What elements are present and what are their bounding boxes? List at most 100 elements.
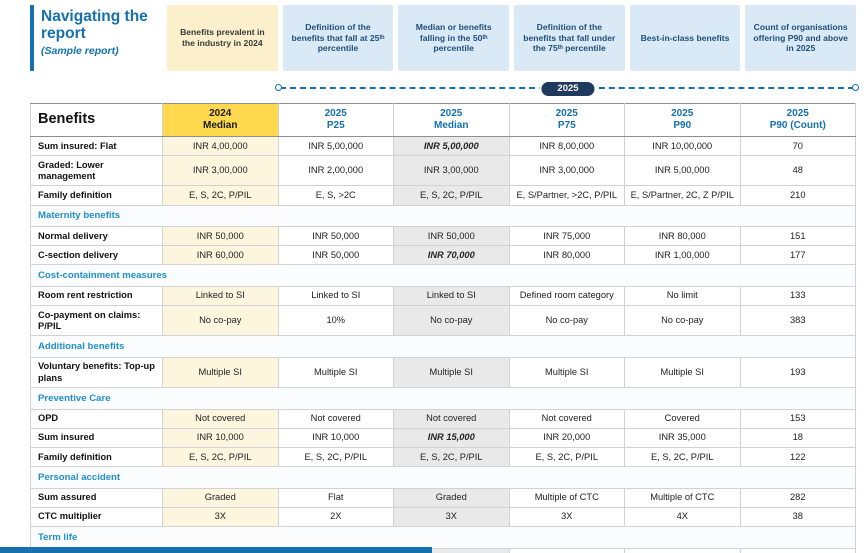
table-row: C-section delivery INR 60,000 INR 50,000 IN… — [30, 245, 856, 266]
table-row: Normal delivery INR 50,000 INR 50,000 INR 5… — [30, 226, 856, 247]
section-label: Maternity benefits — [30, 204, 856, 228]
cell: INR 35,000 — [624, 427, 741, 449]
cell: Flat — [277, 487, 394, 508]
cell: 133 — [739, 285, 856, 307]
cell: 122 — [739, 447, 856, 468]
section-row: Personal accident — [30, 466, 856, 489]
cell: 10% — [277, 305, 394, 337]
cell: Multiple SI — [508, 356, 625, 389]
cell: 2X — [277, 506, 394, 528]
cell: 4X — [624, 506, 741, 528]
row-label: Co-payment on claims: P/PIL — [30, 305, 163, 337]
column-header-2025-p75: 2025 P75 — [508, 103, 625, 137]
section-label: Term life — [30, 526, 856, 549]
cell: INR 10,000 — [277, 427, 394, 449]
cell: INR 50,000 — [162, 226, 279, 247]
benefits-table: Benefits 2024 Median 2025 P25 2025 Media… — [30, 103, 856, 553]
header-box-p75: Definition of the benefits that fall und… — [513, 5, 625, 71]
benefits-table-body: Sum insured: Flat INR 4,00,000 INR 5,00,00… — [30, 135, 856, 553]
header-box-median: Median or benefits falling in the 50ᵗʰ p… — [398, 5, 509, 71]
cell: Multiple SI — [162, 356, 279, 389]
cell: INR 50,000 — [277, 245, 394, 266]
cell: E, S, 2C, P/PIL — [624, 447, 741, 468]
footer-accent-bar — [0, 547, 432, 553]
column-header-2025-median: 2025 Median — [393, 103, 510, 137]
table-header-row: Benefits 2024 Median 2025 P25 2025 Media… — [30, 103, 856, 137]
column-header-2025-p25: 2025 P25 — [277, 103, 394, 137]
cell: INR 5,00,000 — [393, 135, 510, 157]
section-label: Cost-containment measures — [30, 264, 856, 287]
cell: 210 — [739, 185, 856, 206]
cell: Not covered — [508, 408, 625, 429]
cell: INR 50,000 — [277, 226, 394, 247]
cell: Linked to SI — [162, 285, 279, 307]
cell: Linked to SI — [277, 285, 394, 307]
year-2025-connector: 2025 — [30, 80, 859, 98]
cell: INR 1,00,000 — [624, 245, 741, 266]
cell: Multiple SI — [624, 356, 741, 389]
cell: E, S, 2C, P/PIL — [393, 185, 510, 206]
cell: 383 — [739, 305, 856, 337]
cell: INR 3,00,000 — [162, 155, 279, 187]
cell: Linked to SI — [393, 285, 510, 307]
cell: Graded — [162, 487, 279, 508]
column-header-2025-p90: 2025 P90 — [624, 103, 741, 137]
cell: 48 — [739, 155, 856, 187]
cell: E, S, >2C — [277, 185, 394, 206]
cell: No co-pay — [393, 305, 510, 337]
cell: E, S/Partner, >2C, P/PIL — [508, 185, 625, 206]
cell: INR 10,000 — [162, 427, 279, 449]
cell: Multiple of CTC — [624, 487, 741, 508]
table-row: Family definition E, S, 2C, P/PIL E, S, >2… — [30, 185, 856, 206]
cell: INR 75,000 — [508, 226, 625, 247]
section-row: Preventive Care — [30, 387, 856, 410]
cell: INR 8,00,000 — [508, 135, 625, 157]
report-title-block: Navigating the report (Sample report) — [30, 5, 162, 71]
benefits-column-header: Benefits — [30, 103, 163, 137]
cell: 153 — [739, 408, 856, 429]
row-label: Family definition — [30, 185, 163, 206]
header-box-p25: Definition of the benefits that fall at … — [282, 5, 394, 71]
cell: INR 3,00,000 — [393, 155, 510, 187]
section-label: Personal accident — [30, 466, 856, 489]
year-badge: 2025 — [539, 80, 597, 98]
cell: Multiple SI — [393, 356, 510, 389]
header-box-p90: Best-in-class benefits — [629, 5, 741, 71]
cell: No co-pay — [624, 305, 741, 337]
cell: E, S, 2C, P/PIL — [162, 447, 279, 468]
cell: E, S, 2C, P/PIL — [393, 447, 510, 468]
cell: 3X — [162, 506, 279, 528]
table-row: Sum insured INR 10,000 INR 10,000 INR 15,00… — [30, 427, 856, 449]
cell: INR 50,000 — [393, 226, 510, 247]
row-label: OPD — [30, 408, 163, 429]
cell: 151 — [739, 226, 856, 247]
cell: Graded — [393, 487, 510, 508]
page-title: Navigating the report — [41, 8, 148, 43]
cell: Not covered — [277, 408, 394, 429]
table-row: Sum insured: Flat INR 4,00,000 INR 5,00,00… — [30, 135, 856, 157]
cell: INR 60,000 — [162, 245, 279, 266]
table-row: CTC multiplier 3X 2X 3X 3X 4X 38 — [30, 506, 856, 528]
row-label: Graded: Lower management — [30, 155, 163, 187]
cell: INR 5,00,000 — [624, 155, 741, 187]
header-box-2024: Benefits prevalent in the industry in 20… — [167, 5, 278, 71]
section-label: Preventive Care — [30, 387, 856, 410]
section-row: Cost-containment measures — [30, 264, 856, 287]
cell: No limit — [624, 285, 741, 307]
cell: INR 10,00,000 — [624, 135, 741, 157]
row-label: Voluntary benefits: Top-up plans — [30, 356, 163, 389]
cell: INR 15,000 — [393, 427, 510, 449]
connector-endpoint-left-icon — [275, 84, 282, 91]
cell: Multiple of CTC — [508, 547, 625, 553]
cell: 70 — [739, 135, 856, 157]
section-row: Term life — [30, 526, 856, 549]
table-row: Graded: Lower management INR 3,00,000 INR … — [30, 155, 856, 187]
cell: INR 80,000 — [624, 226, 741, 247]
cell: E, S, 2C, P/PIL — [277, 447, 394, 468]
table-row: OPD Not covered Not covered Not covered Not … — [30, 408, 856, 429]
cell: 193 — [739, 356, 856, 389]
page-subtitle: (Sample report) — [41, 44, 119, 57]
cell: INR 80,000 — [508, 245, 625, 266]
table-row: Family definition E, S, 2C, P/PIL E, S, 2C… — [30, 447, 856, 468]
cell: E, S, 2C, P/PIL — [162, 185, 279, 206]
